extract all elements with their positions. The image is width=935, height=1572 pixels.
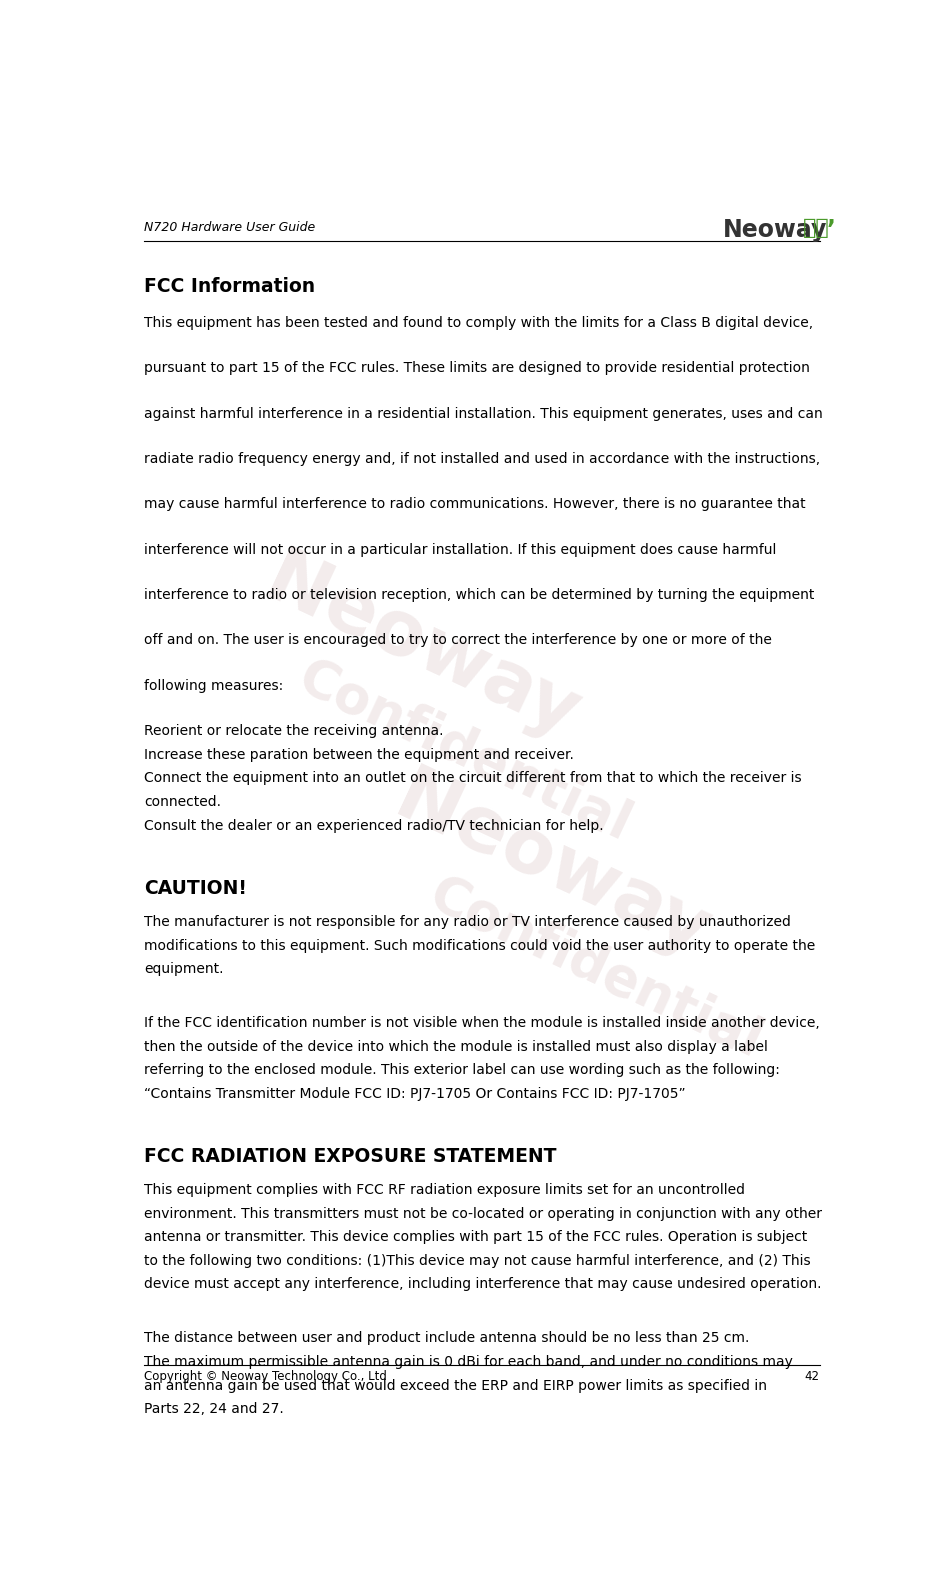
Text: “Contains Transmitter Module FCC ID: PJ7-1705 Or Contains FCC ID: PJ7-1705”: “Contains Transmitter Module FCC ID: PJ7…: [144, 1086, 686, 1100]
Text: following measures:: following measures:: [144, 679, 283, 693]
Text: FCC Information: FCC Information: [144, 277, 315, 296]
Text: CAUTION!: CAUTION!: [144, 879, 247, 898]
Text: Neoway: Neoway: [723, 217, 827, 242]
Text: Parts 22, 24 and 27.: Parts 22, 24 and 27.: [144, 1402, 284, 1416]
Text: The manufacturer is not responsible for any radio or TV interference caused by u: The manufacturer is not responsible for …: [144, 915, 791, 929]
Text: then the outside of the device into which the module is installed must also disp: then the outside of the device into whic…: [144, 1039, 769, 1053]
Text: Confidential: Confidential: [421, 869, 770, 1069]
Text: FCC RADIATION EXPOSURE STATEMENT: FCC RADIATION EXPOSURE STATEMENT: [144, 1146, 557, 1166]
Text: Increase these paration between the equipment and receiver.: Increase these paration between the equi…: [144, 748, 574, 762]
Text: an antenna gain be used that would exceed the ERP and EIRP power limits as speci: an antenna gain be used that would excee…: [144, 1379, 768, 1393]
Text: radiate radio frequency energy and, if not installed and used in accordance with: radiate radio frequency energy and, if n…: [144, 451, 821, 465]
Text: 有方: 有方: [802, 217, 829, 237]
Text: off and on. The user is encouraged to try to correct the interference by one or : off and on. The user is encouraged to tr…: [144, 634, 772, 648]
Text: environment. This transmitters must not be co-located or operating in conjunctio: environment. This transmitters must not …: [144, 1207, 823, 1220]
Text: modifications to this equipment. Such modifications could void the user authorit: modifications to this equipment. Such mo…: [144, 938, 815, 953]
Text: interference to radio or television reception, which can be determined by turnin: interference to radio or television rece…: [144, 588, 814, 602]
Text: pursuant to part 15 of the FCC rules. These limits are designed to provide resid: pursuant to part 15 of the FCC rules. Th…: [144, 362, 811, 376]
Text: ’: ’: [827, 217, 835, 242]
Text: Copyright © Neoway Technology Co., Ltd: Copyright © Neoway Technology Co., Ltd: [144, 1371, 387, 1383]
Text: This equipment complies with FCC RF radiation exposure limits set for an uncontr: This equipment complies with FCC RF radi…: [144, 1184, 745, 1196]
Text: connected.: connected.: [144, 795, 222, 810]
Text: N720 Hardware User Guide: N720 Hardware User Guide: [144, 222, 316, 234]
Text: may cause harmful interference to radio communications. However, there is no gua: may cause harmful interference to radio …: [144, 497, 806, 511]
Text: interference will not occur in a particular installation. If this equipment does: interference will not occur in a particu…: [144, 542, 777, 556]
Text: to the following two conditions: (1)This device may not cause harmful interferen: to the following two conditions: (1)This…: [144, 1254, 811, 1269]
Text: Reorient or relocate the receiving antenna.: Reorient or relocate the receiving anten…: [144, 725, 444, 739]
Text: equipment.: equipment.: [144, 962, 223, 976]
Text: Connect the equipment into an outlet on the circuit different from that to which: Connect the equipment into an outlet on …: [144, 772, 802, 786]
Text: This equipment has been tested and found to comply with the limits for a Class B: This equipment has been tested and found…: [144, 316, 813, 330]
Text: The distance between user and product include antenna should be no less than 25 : The distance between user and product in…: [144, 1331, 750, 1346]
Text: Neoway: Neoway: [383, 761, 720, 971]
Text: against harmful interference in a residential installation. This equipment gener: against harmful interference in a reside…: [144, 407, 823, 421]
Text: 42: 42: [805, 1371, 820, 1383]
Text: device must accept any interference, including interference that may cause undes: device must accept any interference, inc…: [144, 1278, 822, 1292]
Text: Neoway: Neoway: [252, 544, 590, 753]
Text: The maximum permissible antenna gain is 0 dBi for each band, and under no condit: The maximum permissible antenna gain is …: [144, 1355, 793, 1369]
Text: If the FCC identification number is not visible when the module is installed ins: If the FCC identification number is not …: [144, 1016, 820, 1030]
Text: Confidential: Confidential: [290, 652, 640, 852]
Text: Consult the dealer or an experienced radio/TV technician for help.: Consult the dealer or an experienced rad…: [144, 819, 604, 833]
Text: antenna or transmitter. This device complies with part 15 of the FCC rules. Oper: antenna or transmitter. This device comp…: [144, 1231, 808, 1243]
Text: referring to the enclosed module. This exterior label can use wording such as th: referring to the enclosed module. This e…: [144, 1063, 781, 1077]
